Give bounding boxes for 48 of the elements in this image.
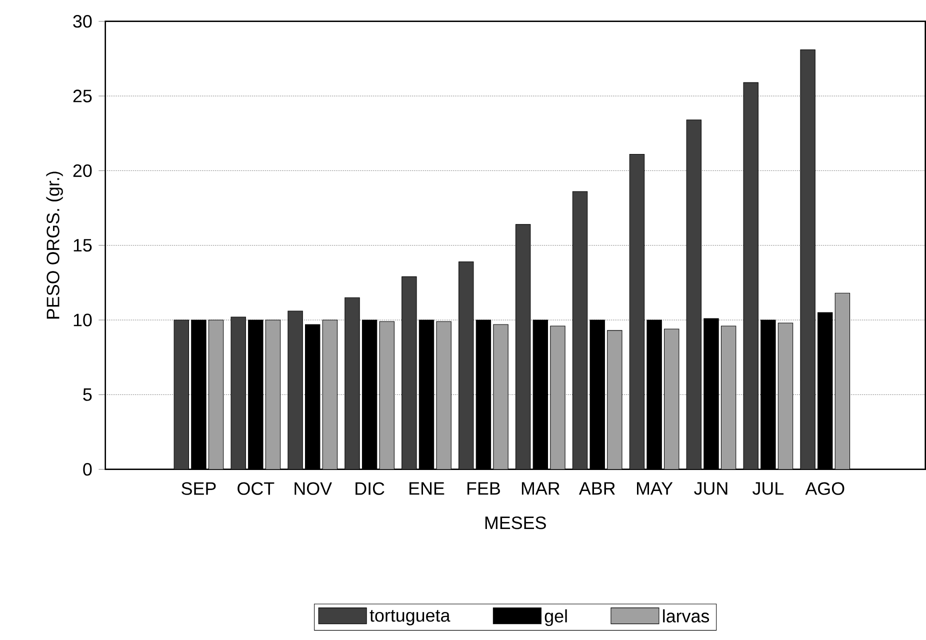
y-tick-label: 30 bbox=[73, 14, 92, 28]
y-tick-label: 10 bbox=[74, 314, 92, 326]
x-tick-label: JUN bbox=[694, 482, 728, 495]
y-tick-label: 25 bbox=[73, 90, 92, 102]
x-tick-label: OCT bbox=[238, 482, 274, 495]
x-tick-label: DIC bbox=[356, 482, 384, 495]
bar bbox=[834, 292, 850, 470]
y-axis-title: PESO ORGS. (gr.) bbox=[46, 172, 63, 319]
bar bbox=[208, 320, 224, 470]
bar bbox=[515, 224, 531, 470]
bar bbox=[743, 82, 758, 470]
bar bbox=[174, 320, 189, 470]
bar bbox=[778, 322, 794, 470]
x-tick-label: ABR bbox=[578, 482, 615, 495]
bar bbox=[550, 326, 566, 470]
y-tick-label: 5 bbox=[83, 388, 92, 401]
bar bbox=[607, 330, 622, 470]
x-tick-label: ENE bbox=[410, 482, 444, 495]
y-tick-label: 20 bbox=[73, 164, 92, 178]
bar bbox=[629, 154, 645, 470]
bar bbox=[402, 276, 417, 470]
x-tick-label: FEB bbox=[467, 482, 500, 495]
y-tick-label: 0 bbox=[83, 462, 92, 476]
y-tick-label: 15 bbox=[74, 239, 92, 252]
x-tick-label: SEP bbox=[182, 482, 216, 495]
bar bbox=[493, 324, 508, 470]
bar bbox=[266, 320, 280, 470]
bar bbox=[800, 49, 816, 470]
x-axis-title: MESES bbox=[485, 516, 546, 530]
legend-label: tortugueta bbox=[370, 610, 450, 626]
bar bbox=[436, 321, 452, 470]
bar bbox=[344, 297, 360, 470]
bar bbox=[664, 328, 680, 470]
bar bbox=[686, 120, 702, 470]
x-tick-label: MAR bbox=[522, 482, 560, 495]
bar bbox=[230, 316, 246, 470]
bar bbox=[322, 320, 338, 470]
bar bbox=[572, 191, 588, 470]
x-tick-label: NOV bbox=[294, 482, 332, 495]
x-tick-label: AGO bbox=[805, 482, 844, 495]
bar bbox=[458, 261, 474, 470]
bar bbox=[720, 326, 736, 470]
x-tick-label: JUL bbox=[752, 482, 784, 495]
legend-label: larvas bbox=[663, 609, 710, 622]
bar bbox=[379, 321, 394, 470]
x-tick-label: MAY bbox=[637, 482, 673, 495]
bar bbox=[288, 310, 303, 470]
legend-label: gel bbox=[544, 609, 567, 626]
